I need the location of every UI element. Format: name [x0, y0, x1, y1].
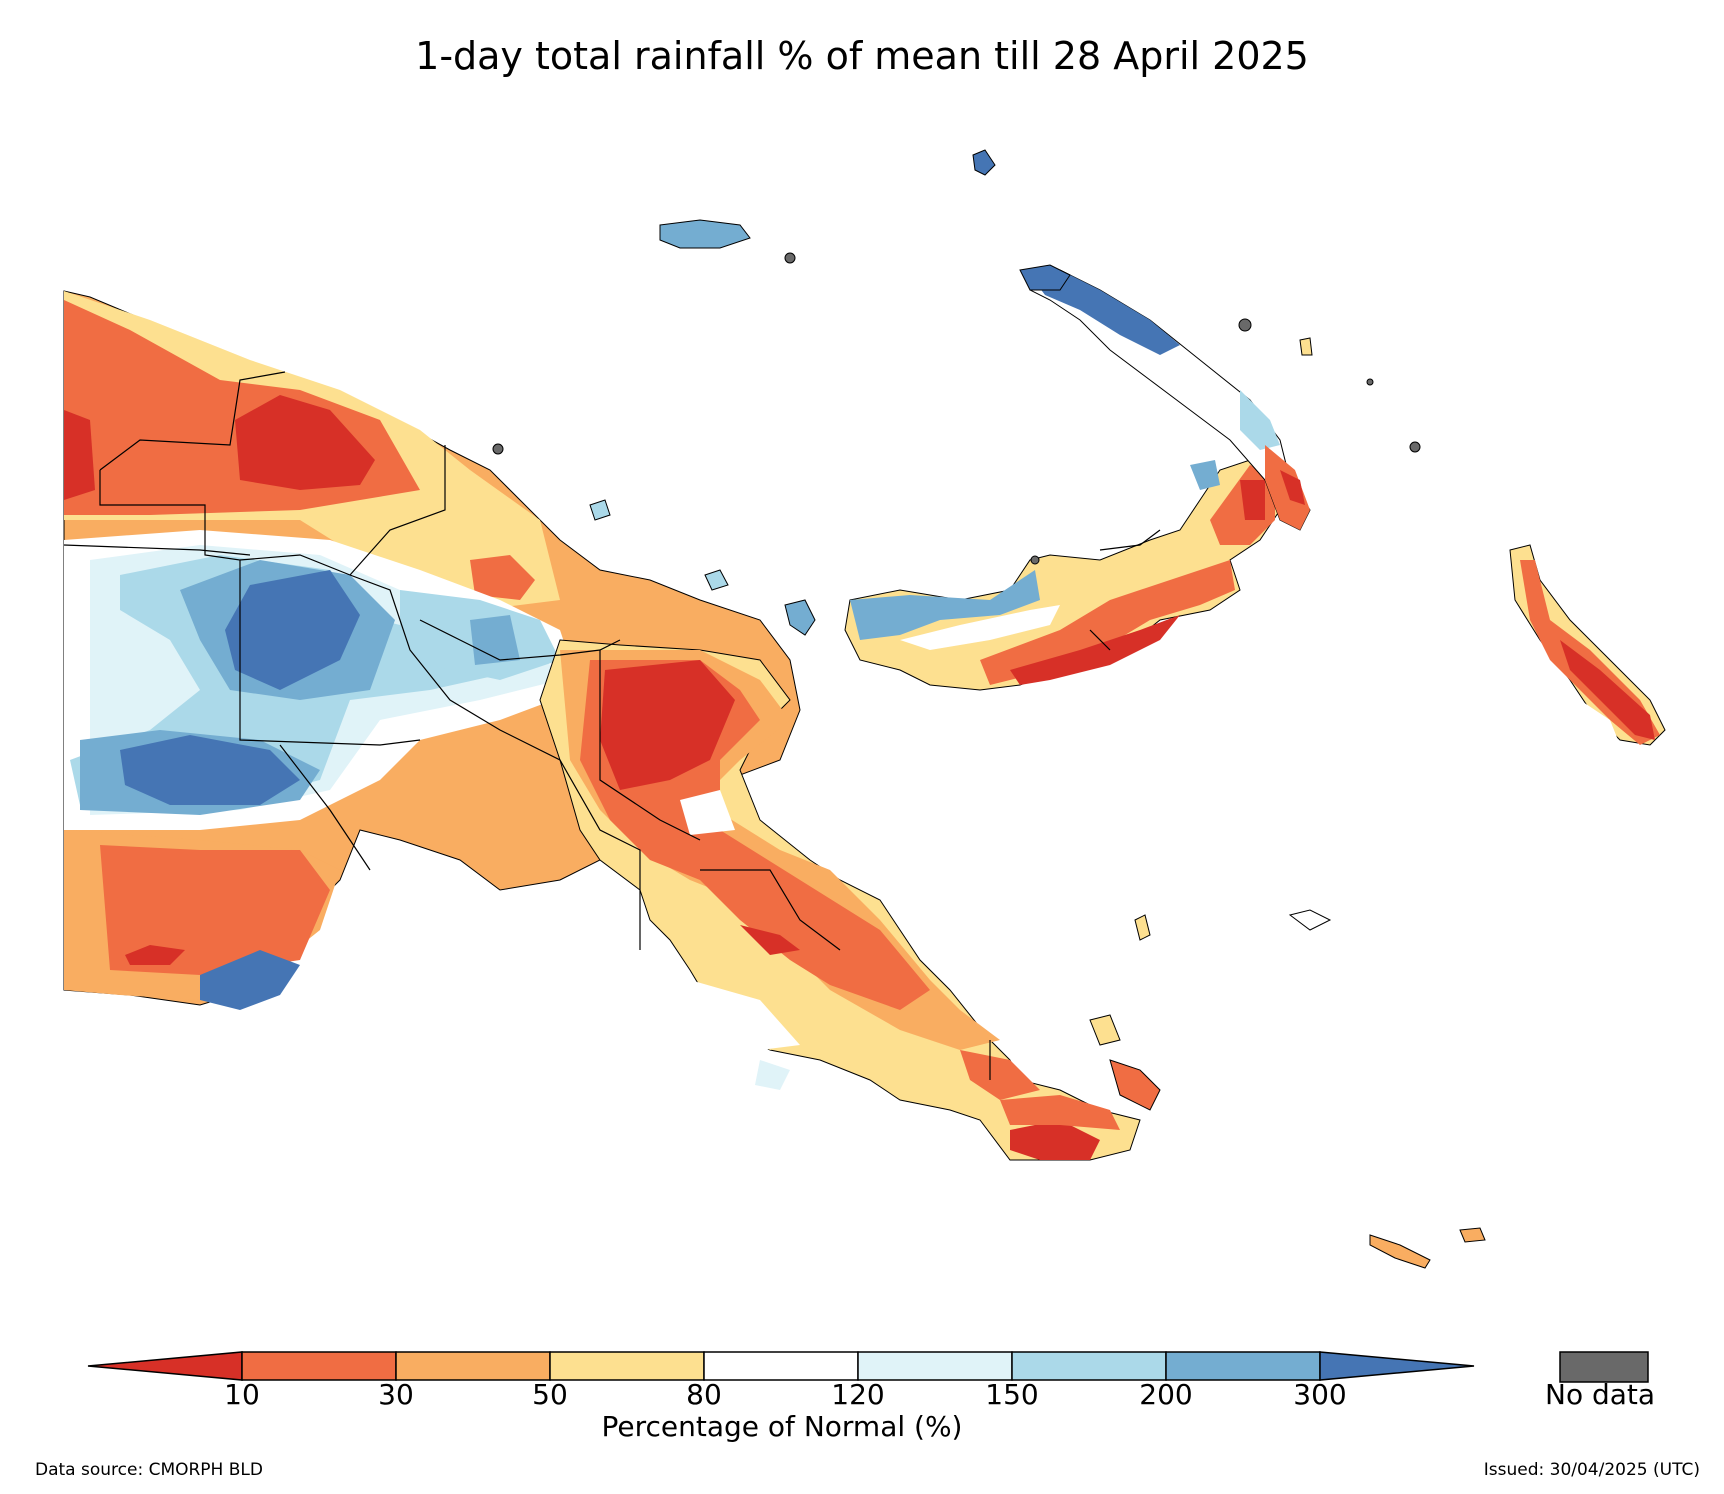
- zone-red-north: [235, 395, 375, 490]
- colorbar: [87, 1351, 1649, 1383]
- tick-200: 200: [1139, 1378, 1193, 1411]
- mussau: [972, 149, 996, 176]
- zone-midblue-mid: [470, 615, 520, 665]
- umboi: [784, 599, 816, 636]
- colorbar-seg-120-150: [857, 1351, 1013, 1381]
- province-boundaries: [63, 371, 1161, 1080]
- colorbar-seg-30-50: [395, 1351, 551, 1381]
- zone-red-south: [125, 945, 185, 965]
- nb-red: [1010, 615, 1180, 685]
- tick-10: 10: [224, 1378, 260, 1411]
- manus-island: [659, 219, 751, 249]
- tick-300: 300: [1293, 1378, 1347, 1411]
- ni-lightblue: [1240, 390, 1280, 450]
- new-hanover: [1019, 264, 1071, 291]
- new-ireland: [1029, 269, 1311, 531]
- bougainville: [1509, 544, 1666, 746]
- issued-date: Issued: 30/04/2025 (UTC): [1483, 1460, 1700, 1480]
- tick-80: 80: [686, 1378, 722, 1411]
- zone-darkblue-2: [120, 735, 300, 805]
- zone-orange-se-2: [1000, 1095, 1120, 1130]
- bougainville-red: [1560, 640, 1655, 740]
- zone-darkblue-1: [225, 570, 360, 690]
- colorbar-low-arrow: [87, 1351, 243, 1381]
- nb-white: [900, 605, 1060, 650]
- fergusson-island: [1109, 1059, 1161, 1111]
- goodenough-island: [1089, 1014, 1121, 1046]
- new-britain: [844, 459, 1281, 691]
- zone-red-west-edge: [64, 410, 95, 500]
- colorbar-label: Percentage of Normal (%): [601, 1410, 963, 1443]
- map-title: 1-day total rainfall % of mean till 28 A…: [415, 34, 1309, 78]
- zone-blue-tip: [200, 950, 300, 1010]
- colorbar-seg-50-80: [549, 1351, 705, 1381]
- no-data-label: No data: [1545, 1378, 1656, 1411]
- ni-blue: [1030, 270, 1180, 355]
- tick-150: 150: [985, 1378, 1039, 1411]
- bougainville-white: [1580, 700, 1620, 745]
- tick-30: 30: [378, 1378, 414, 1411]
- colorbar-seg-10-30: [241, 1351, 397, 1381]
- zone-orange-se: [960, 1050, 1040, 1100]
- zone-lightblue-south: [755, 1060, 790, 1090]
- data-source: Data source: CMORPH BLD: [35, 1460, 263, 1480]
- mainland-east: [539, 639, 1141, 1161]
- rossel-island: [1459, 1227, 1486, 1243]
- zone-orange-small: [470, 555, 535, 600]
- nb-blue-tip: [1190, 460, 1220, 490]
- ni-red: [1280, 470, 1305, 505]
- zone-red-central-2: [740, 925, 800, 955]
- no-data-islands: [492, 252, 1421, 565]
- nb-orange: [980, 560, 1235, 685]
- tick-120: 120: [831, 1378, 885, 1411]
- nb-blue-west: [850, 570, 1040, 640]
- trobriand-island: [1134, 914, 1151, 941]
- zone-darkorange-south: [100, 845, 330, 975]
- tick-50: 50: [532, 1378, 568, 1411]
- colorbar-high-arrow: [1319, 1351, 1475, 1381]
- nb-red-east: [1240, 480, 1265, 520]
- zone-white-south: [690, 980, 800, 1050]
- zone-red-central: [600, 660, 735, 790]
- karkar: [589, 499, 611, 521]
- colorbar-seg-200-300: [1165, 1351, 1321, 1381]
- colorbar-seg-150-200: [1011, 1351, 1167, 1381]
- feni-yellow: [1299, 337, 1313, 356]
- long-island: [704, 569, 729, 591]
- zone-red-se-tip: [1010, 1120, 1100, 1160]
- colorbar-seg-80-120: [703, 1351, 859, 1381]
- sudest-island: [1369, 1234, 1431, 1269]
- no-data-swatch: [1559, 1351, 1649, 1383]
- woodlark-island: [1288, 909, 1332, 931]
- zone-white-central: [680, 790, 735, 835]
